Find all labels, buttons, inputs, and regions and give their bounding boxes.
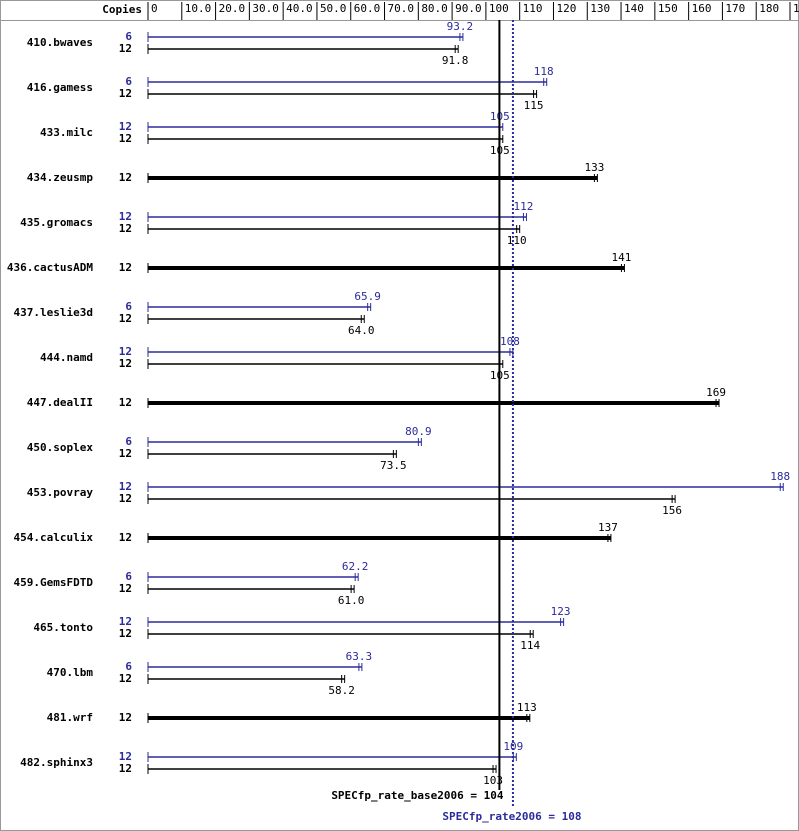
base-copies: 12: [119, 582, 132, 595]
value-label: 115: [524, 99, 544, 112]
benchmark-name: 459.GemsFDTD: [14, 576, 94, 589]
benchmark-name: 436.cactusADM: [7, 261, 93, 274]
base-copies: 12: [119, 222, 132, 235]
benchmark-name: 470.lbm: [47, 666, 94, 679]
base-copies: 12: [119, 492, 132, 505]
benchmark-name: 465.tonto: [33, 621, 93, 634]
benchmark-name: 482.sphinx3: [20, 756, 93, 769]
base-copies: 12: [119, 312, 132, 325]
benchmark-name: 481.wrf: [47, 711, 93, 724]
benchmark-name: 453.povray: [27, 486, 94, 499]
x-tick-label: 160: [692, 2, 712, 15]
benchmark-name: 410.bwaves: [27, 36, 93, 49]
x-tick-label: 100: [489, 2, 509, 15]
x-tick-label: 40.0: [286, 2, 313, 15]
value-label: 65.9: [354, 290, 381, 303]
x-tick-label: 80.0: [421, 2, 448, 15]
x-tick-label: 190: [793, 2, 799, 15]
x-tick-label: 50.0: [320, 2, 347, 15]
peak-copies: 12: [119, 750, 132, 763]
base-copies: 12: [119, 132, 132, 145]
x-tick-label: 30.0: [252, 2, 278, 15]
peak-copies: 6: [125, 660, 132, 673]
benchmark-name: 444.namd: [40, 351, 93, 364]
x-tick-label: 0: [151, 2, 158, 15]
x-tick-label: 20.0: [219, 2, 246, 15]
value-label: 133: [584, 161, 604, 174]
value-label: 58.2: [328, 684, 355, 697]
x-tick-label: 180: [759, 2, 779, 15]
base-copies: 12: [119, 531, 132, 544]
peak-copies: 6: [125, 435, 132, 448]
value-label: 61.0: [338, 594, 365, 607]
value-label: 63.3: [346, 650, 373, 663]
base-copies: 12: [119, 672, 132, 685]
benchmark-name: 450.soplex: [27, 441, 94, 454]
peak-copies: 12: [119, 210, 132, 223]
value-label: 93.2: [447, 20, 474, 33]
value-label: 73.5: [380, 459, 407, 472]
benchmark-name: 454.calculix: [14, 531, 94, 544]
value-label: 62.2: [342, 560, 369, 573]
x-tick-label: 10.0: [185, 2, 212, 15]
value-label: 108: [500, 335, 520, 348]
value-label: 64.0: [348, 324, 375, 337]
x-tick-label: 150: [658, 2, 678, 15]
peak-copies: 6: [125, 570, 132, 583]
x-axis-label: Copies: [102, 3, 142, 16]
peak-copies: 12: [119, 615, 132, 628]
peak-copies: 6: [125, 75, 132, 88]
base-copies: 12: [119, 171, 132, 184]
value-label: 80.9: [405, 425, 432, 438]
benchmark-name: 447.dealII: [27, 396, 93, 409]
value-label: 113: [517, 701, 537, 714]
value-label: 109: [503, 740, 523, 753]
base-copies: 12: [119, 87, 132, 100]
x-tick-label: 110: [523, 2, 543, 15]
x-tick-label: 120: [556, 2, 576, 15]
base-copies: 12: [119, 627, 132, 640]
x-tick-label: 140: [624, 2, 644, 15]
peak-copies: 12: [119, 480, 132, 493]
value-label: 103: [483, 774, 503, 787]
base-copies: 12: [119, 42, 132, 55]
x-tick-label: 170: [725, 2, 745, 15]
base-copies: 12: [119, 762, 132, 775]
value-label: 112: [514, 200, 534, 213]
value-label: 110: [507, 234, 527, 247]
benchmark-name: 435.gromacs: [20, 216, 93, 229]
base-copies: 12: [119, 396, 132, 409]
peak-copies: 12: [119, 120, 132, 133]
peak-copies: 6: [125, 300, 132, 313]
value-label: 114: [520, 639, 540, 652]
x-tick-label: 130: [590, 2, 610, 15]
peak-copies: 12: [119, 345, 132, 358]
value-label: 91.8: [442, 54, 469, 67]
base-copies: 12: [119, 447, 132, 460]
base-reference-label: SPECfp_rate_base2006 = 104: [331, 789, 504, 802]
value-label: 123: [551, 605, 571, 618]
benchmark-name: 437.leslie3d: [14, 306, 93, 319]
benchmark-name: 416.gamess: [27, 81, 93, 94]
value-label: 137: [598, 521, 618, 534]
value-label: 118: [534, 65, 554, 78]
base-copies: 12: [119, 711, 132, 724]
base-copies: 12: [119, 357, 132, 370]
peak-reference-label: SPECfp_rate2006 = 108: [442, 810, 581, 823]
base-copies: 12: [119, 261, 132, 274]
x-tick-label: 60.0: [354, 2, 381, 15]
value-label: 156: [662, 504, 682, 517]
value-label: 141: [611, 251, 631, 264]
benchmark-name: 434.zeusmp: [27, 171, 94, 184]
x-tick-label: 70.0: [388, 2, 415, 15]
value-label: 188: [770, 470, 790, 483]
value-label: 169: [706, 386, 726, 399]
benchmark-name: 433.milc: [40, 126, 93, 139]
x-tick-label: 90.0: [455, 2, 482, 15]
peak-copies: 6: [125, 30, 132, 43]
